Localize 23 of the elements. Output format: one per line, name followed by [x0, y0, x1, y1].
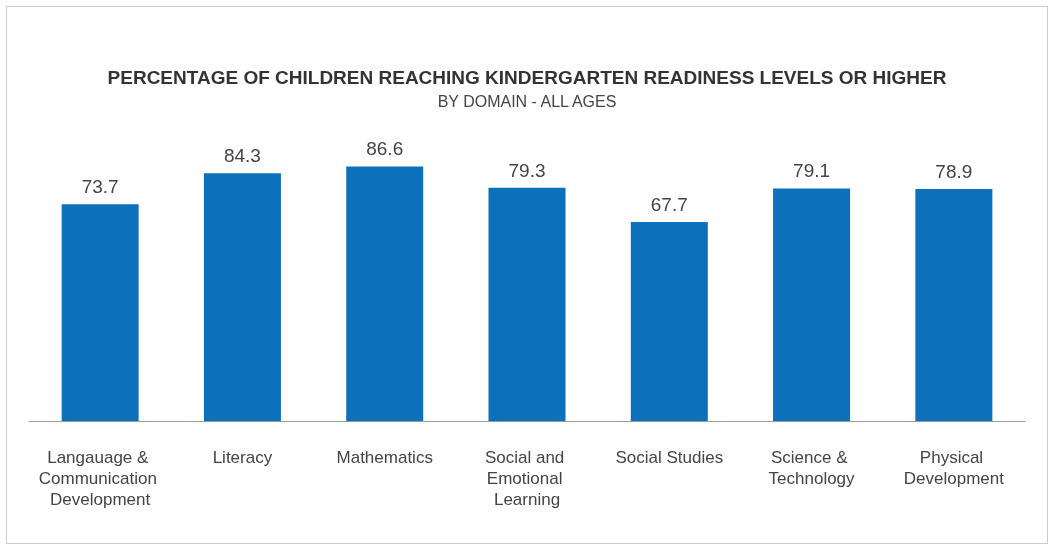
- data-label: 78.9: [935, 161, 973, 183]
- chart-subtitle: BY DOMAIN - ALL AGES: [437, 92, 617, 110]
- x-tick-label: Mathematics: [336, 448, 433, 467]
- x-tick-label: Social Studies: [615, 448, 724, 467]
- bar: [630, 221, 708, 421]
- data-label: 86.6: [366, 138, 404, 160]
- data-label: 67.7: [650, 193, 688, 215]
- data-label: 79.1: [793, 160, 831, 182]
- bar: [346, 166, 424, 421]
- bar: [915, 189, 993, 421]
- bar: [203, 173, 281, 421]
- data-label: 73.7: [81, 176, 119, 198]
- data-label: 79.3: [508, 159, 546, 181]
- x-tick-label: Social and Emotional Learning: [484, 448, 570, 509]
- x-tick-label: Langauage & Communication Development: [38, 448, 162, 509]
- x-tick-label: Physical Development: [903, 448, 1005, 488]
- data-label: 84.3: [223, 145, 261, 167]
- chart-title: PERCENTAGE OF CHILDREN REACHING KINDERGARTEN READINESS LEVELS OR HIGHER: [107, 67, 947, 88]
- bar: [61, 204, 139, 421]
- x-tick-label: Literacy: [212, 448, 273, 467]
- bar: [488, 187, 566, 421]
- x-tick-label: Science & Technology: [768, 448, 856, 488]
- bar: [773, 188, 851, 421]
